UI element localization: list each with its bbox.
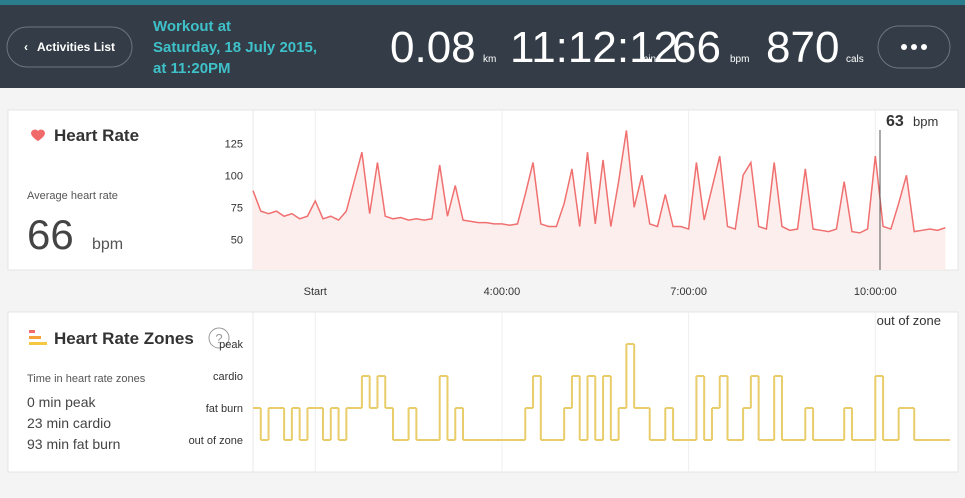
help-icon[interactable]: [208, 327, 230, 349]
summary-item: 93 min fat burn: [27, 436, 120, 452]
top-stripe: [0, 0, 965, 5]
area: [253, 130, 946, 270]
current-zone: out of zone: [877, 313, 941, 328]
y-tick-label: out of zone: [189, 435, 243, 447]
summary-label: Time in heart rate zones: [27, 373, 146, 385]
zones-panel: [7, 311, 959, 473]
y-tick-label: 100: [225, 170, 243, 182]
y-tick-label: 75: [231, 202, 243, 214]
back-arrow: ‹: [24, 40, 28, 54]
y-tick-label: peak: [219, 339, 243, 351]
back-label[interactable]: Activities List: [37, 40, 115, 54]
help-label[interactable]: ?: [215, 331, 222, 346]
stat-value: 870: [766, 23, 839, 72]
stat-unit: km: [483, 54, 496, 65]
title-line: at 11:20PM: [153, 60, 231, 77]
panel-title: Heart Rate: [54, 126, 139, 145]
stat-unit: min: [640, 54, 656, 65]
title-line: Workout at: [153, 18, 231, 35]
y-tick-label: 125: [225, 138, 243, 150]
avg-label: Average heart rate: [27, 190, 118, 202]
panel-title: Heart Rate Zones: [54, 329, 194, 348]
header-bar: [0, 0, 965, 88]
current-value: 63: [886, 113, 904, 130]
stat-unit: bpm: [730, 54, 749, 65]
x-tick-label: 7:00:00: [670, 286, 707, 298]
stat-value: 66: [672, 23, 721, 72]
y-tick-label: cardio: [213, 371, 243, 383]
title-line: Saturday, 18 July 2015,: [153, 39, 317, 56]
zones-icon: [29, 330, 47, 345]
y-tick-label: fat burn: [206, 403, 243, 415]
x-tick-label: Start: [304, 286, 327, 298]
x-tick-label: 4:00:00: [484, 286, 521, 298]
summary-item: 23 min cardio: [27, 415, 111, 431]
y-tick-label: 50: [231, 234, 243, 246]
avg-value: 66: [27, 211, 74, 258]
stat-value: 0.08: [390, 23, 476, 72]
back-button[interactable]: [6, 26, 133, 68]
stat-value: 11:12:12: [510, 23, 678, 72]
menu-button[interactable]: [877, 25, 951, 69]
stat-unit: cals: [846, 54, 864, 65]
current-unit: bpm: [913, 114, 938, 129]
heart-icon: [31, 129, 45, 141]
x-tick-label: 10:00:00: [854, 286, 897, 298]
menu-dots: [901, 44, 927, 50]
summary-item: 0 min peak: [27, 394, 96, 410]
avg-unit: bpm: [92, 236, 123, 253]
line: [252, 130, 946, 234]
